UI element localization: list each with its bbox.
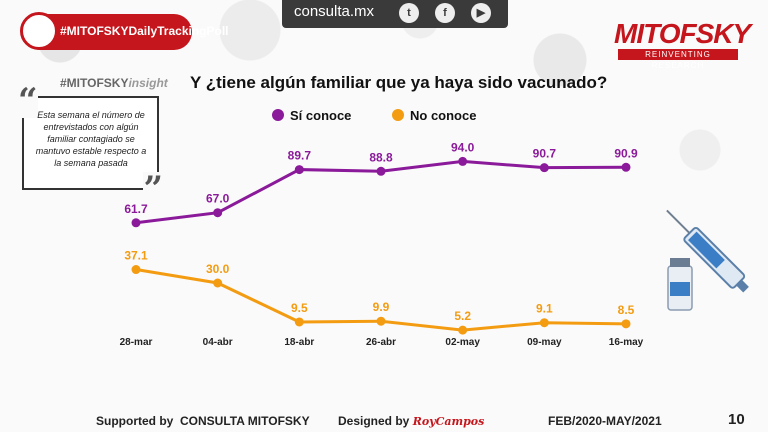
data-point xyxy=(213,278,223,288)
logo-tagline: REINVENTING RESEARCH xyxy=(618,49,738,70)
twitter-icon[interactable]: t xyxy=(399,3,419,23)
data-point xyxy=(376,166,386,176)
x-tick-label: 28-mar xyxy=(120,337,153,348)
data-point xyxy=(131,218,141,228)
legend-si-conoce: Sí conoce xyxy=(272,108,351,123)
data-label: 30.0 xyxy=(206,262,230,276)
footer-period: FEB/2020-MAY/2021 xyxy=(548,414,662,428)
vaccine-syringe-illustration xyxy=(666,209,749,311)
legend-swatch-orange xyxy=(392,109,404,121)
page-number: 10 xyxy=(728,411,745,428)
x-tick-label: 16-may xyxy=(609,337,644,348)
logo-name: MITOFSKY xyxy=(614,18,751,49)
legend-label: Sí conoce xyxy=(290,108,352,123)
insight-word: insight xyxy=(128,76,168,90)
data-label: 94.0 xyxy=(451,140,475,154)
data-point xyxy=(539,318,549,328)
data-label: 89.7 xyxy=(288,149,312,163)
data-label: 61.7 xyxy=(124,202,148,216)
data-point xyxy=(376,316,386,326)
tracking-poll-label: #MITOFSKYDailyTrackingPoll xyxy=(60,24,229,38)
x-tick-label: 18-abr xyxy=(284,337,314,348)
top-bar: consulta.mx t f ▶ xyxy=(282,0,508,28)
close-quote-icon: ” xyxy=(143,169,163,209)
legend-label: No conoce xyxy=(410,108,477,123)
x-tick-label: 09-may xyxy=(527,337,562,348)
data-point xyxy=(131,265,141,275)
footer-supported: Supported by CONSULTA MITOFSKY xyxy=(96,414,310,428)
supported-label: Supported by xyxy=(96,414,174,428)
legend-swatch-purple xyxy=(272,109,284,121)
open-quote-icon: “ xyxy=(18,81,38,121)
youtube-icon[interactable]: ▶ xyxy=(471,3,491,23)
data-label: 88.8 xyxy=(369,150,393,164)
insight-note: Esta semana el número de entrevistados c… xyxy=(35,110,147,168)
facebook-icon[interactable]: f xyxy=(435,3,455,23)
badge-circle xyxy=(20,12,58,50)
x-tick-label: 04-abr xyxy=(203,337,233,348)
data-point xyxy=(539,163,549,173)
legend-no-conoce: No conoce xyxy=(392,108,476,123)
data-point xyxy=(213,208,223,218)
data-point xyxy=(458,156,468,166)
insight-hash: #MITOFSKY xyxy=(60,76,129,90)
data-point xyxy=(458,325,468,335)
mitofsky-logo: MITOFSKY REINVENTING RESEARCH xyxy=(614,18,751,70)
data-label: 8.5 xyxy=(618,303,635,317)
data-label: 9.1 xyxy=(536,302,553,316)
designed-label: Designed by xyxy=(338,414,410,428)
data-label: 90.7 xyxy=(533,147,557,161)
data-label: 37.1 xyxy=(124,249,148,263)
data-label: 67.0 xyxy=(206,192,230,206)
chart-title: Y ¿tiene algún familiar que ya haya sido… xyxy=(190,73,608,92)
designer-signature: RoyCampos xyxy=(412,415,485,428)
data-point xyxy=(621,162,631,172)
data-point xyxy=(294,165,304,175)
insight-tag: #MITOFSKYinsight xyxy=(60,76,168,90)
x-tick-label: 02-may xyxy=(445,337,480,348)
data-label: 9.9 xyxy=(373,300,390,314)
data-point xyxy=(621,319,631,329)
supported-name: CONSULTA MITOFSKY xyxy=(180,414,310,428)
data-point xyxy=(294,317,304,327)
insight-note-box: “ Esta semana el número de entrevistados… xyxy=(18,84,163,206)
x-tick-label: 26-abr xyxy=(366,337,396,348)
site-link[interactable]: consulta.mx xyxy=(294,3,375,20)
data-label: 9.5 xyxy=(291,301,308,315)
data-label: 5.2 xyxy=(454,309,471,323)
data-label: 90.9 xyxy=(614,146,638,160)
tracking-poll-badge: #MITOFSKYDailyTrackingPoll xyxy=(20,12,229,50)
footer-designed: Designed by RoyCampos xyxy=(338,414,484,428)
